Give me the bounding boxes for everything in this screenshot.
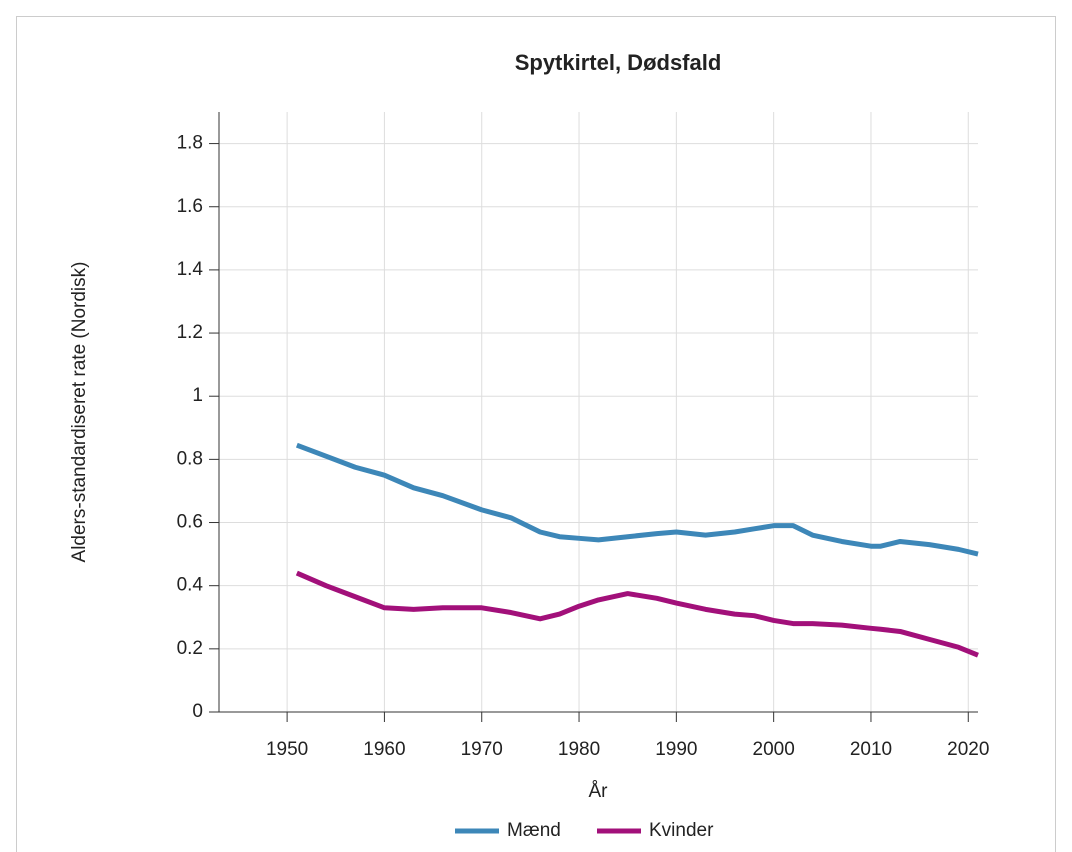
x-tick-label: 1950 <box>266 739 308 760</box>
legend-label: Kvinder <box>649 820 714 841</box>
x-tick-label: 1990 <box>655 739 697 760</box>
y-tick-label: 1.8 <box>177 133 203 154</box>
legend-label: Mænd <box>507 820 561 841</box>
chart-title: Spytkirtel, Dødsfald <box>515 50 722 75</box>
y-tick-label: 1.6 <box>177 196 203 217</box>
series-line <box>295 442 979 557</box>
x-tick-label: 2010 <box>850 739 892 760</box>
y-tick-label: 1.2 <box>177 322 203 343</box>
x-tick-label: 2020 <box>947 739 989 760</box>
card <box>16 16 1056 852</box>
y-tick-label: 1.4 <box>177 259 204 280</box>
y-tick-label: 0.6 <box>177 512 203 533</box>
x-tick-label: 2000 <box>753 739 795 760</box>
x-axis-label: År <box>589 781 609 802</box>
y-tick-label: 0.8 <box>177 448 203 469</box>
y-tick-label: 0 <box>192 701 203 722</box>
y-tick-label: 0.2 <box>177 638 203 659</box>
y-tick-label: 1 <box>192 385 203 406</box>
x-tick-label: 1960 <box>363 739 405 760</box>
x-tick-label: 1980 <box>558 739 600 760</box>
series-line <box>295 570 979 658</box>
x-tick-label: 1970 <box>461 739 503 760</box>
y-axis-label: Alders-standardiseret rate (Nordisk) <box>69 262 90 563</box>
y-tick-label: 0.4 <box>177 575 204 596</box>
